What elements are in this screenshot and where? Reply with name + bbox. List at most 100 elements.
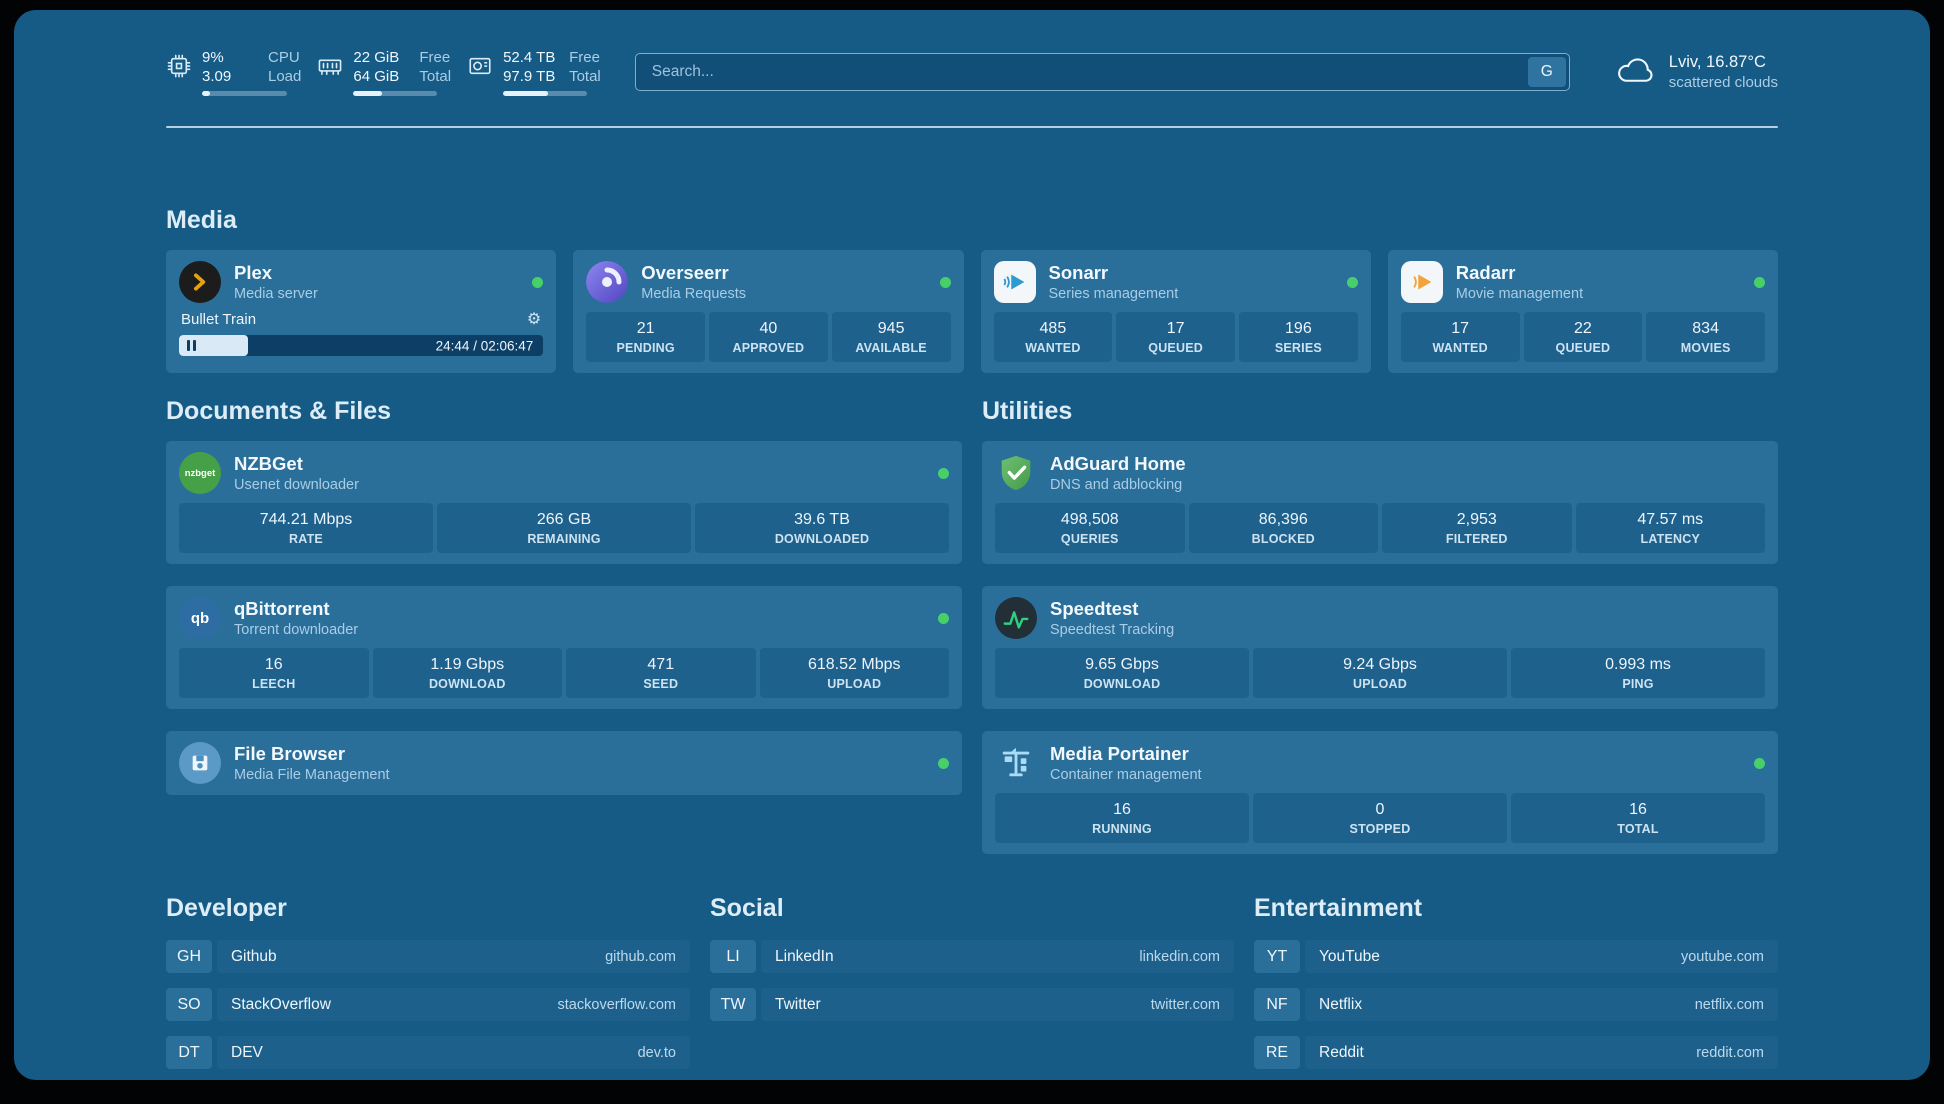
app-subtitle: Speedtest Tracking <box>1050 622 1175 638</box>
bookmark-linkedin[interactable]: LI LinkedIn linkedin.com <box>710 940 1234 973</box>
cpu-widget: 9% CPU 3.09 Load <box>166 48 301 96</box>
stat-upload: 9.24 Gbps UPLOAD <box>1253 648 1507 698</box>
bookmark-abbr: GH <box>166 940 212 973</box>
bookmark-dev[interactable]: DT DEV dev.to <box>166 1036 690 1069</box>
stat-latency: 47.57 ms LATENCY <box>1575 503 1765 553</box>
app-subtitle: Container management <box>1050 767 1202 783</box>
disk-widget: 52.4 TB Free 97.9 TB Total <box>467 48 601 96</box>
app-card-plex[interactable]: Plex Media server Bullet Train ⚙ 24:44 /… <box>166 250 557 373</box>
app-card-sonarr[interactable]: Sonarr Series management 485 WANTED 17 Q… <box>980 250 1371 373</box>
bookmark-github[interactable]: GH Github github.com <box>166 940 690 973</box>
bookmark-twitter[interactable]: TW Twitter twitter.com <box>710 988 1234 1021</box>
bookmark-domain: github.com <box>605 948 676 965</box>
nzbget-icon: nzbget <box>179 452 221 494</box>
disk-total-label: Total <box>569 68 601 85</box>
ram-progress-bar <box>353 91 438 96</box>
bookmark-abbr: DT <box>166 1036 212 1069</box>
app-subtitle: Torrent downloader <box>234 622 359 638</box>
portainer-icon <box>995 742 1037 784</box>
app-name: Overseerr <box>641 262 729 283</box>
app-card-adguard[interactable]: AdGuard Home DNS and adblocking 498,508 … <box>982 441 1778 564</box>
bookmark-youtube[interactable]: YT YouTube youtube.com <box>1254 940 1778 973</box>
stat-wanted: 17 WANTED <box>1400 312 1520 362</box>
bookmark-abbr: YT <box>1254 940 1300 973</box>
bookmark-domain: reddit.com <box>1696 1044 1764 1061</box>
cpu-usage-label: CPU <box>268 49 300 66</box>
stat-upload: 618.52 Mbps UPLOAD <box>759 648 949 698</box>
stat-download: 1.19 Gbps DOWNLOAD <box>372 648 562 698</box>
bookmark-stackoverflow[interactable]: SO StackOverflow stackoverflow.com <box>166 988 690 1021</box>
plex-icon <box>179 261 221 303</box>
bookmark-domain: dev.to <box>637 1044 676 1061</box>
status-dot <box>938 612 949 624</box>
radarr-icon <box>1400 261 1443 303</box>
section-title-media: Media <box>166 206 237 234</box>
app-card-filebrowser[interactable]: File Browser Media File Management <box>166 731 962 795</box>
stat-seed: 471 SEED <box>566 648 756 698</box>
cloud-icon <box>1617 58 1653 82</box>
hardware-stats: 9% CPU 3.09 Load <box>166 48 601 96</box>
bookmark-name: Netflix <box>1319 995 1363 1013</box>
app-subtitle: Media Requests <box>641 286 747 302</box>
app-name: AdGuard Home <box>1050 453 1186 474</box>
app-card-nzbget[interactable]: nzbget NZBGet Usenet downloader 744.21 M… <box>166 441 962 564</box>
dashboard-screen: 9% CPU 3.09 Load <box>14 10 1930 1080</box>
sonarr-icon <box>993 261 1036 303</box>
status-dot <box>938 757 949 769</box>
ram-free-value: 22 GiB <box>353 49 400 66</box>
app-name: Media Portainer <box>1050 743 1189 764</box>
ram-total-label: Total <box>419 68 452 85</box>
stat-filtered: 2,953 FILTERED <box>1382 503 1572 553</box>
bookmark-name: LinkedIn <box>775 947 834 965</box>
cpu-progress-bar <box>202 91 288 96</box>
app-name: NZBGet <box>234 453 303 474</box>
app-name: Sonarr <box>1048 262 1109 283</box>
bookmark-abbr: SO <box>166 988 212 1021</box>
search-engine-button[interactable]: G <box>1527 57 1566 87</box>
bookmark-reddit[interactable]: RE Reddit reddit.com <box>1254 1036 1778 1069</box>
app-subtitle: Movie management <box>1455 286 1584 302</box>
bookmark-domain: linkedin.com <box>1139 948 1220 965</box>
stat-downloaded: 39.6 TB DOWNLOADED <box>695 503 949 553</box>
playback-progress-fill <box>179 335 249 356</box>
weather-condition: scattered clouds <box>1668 73 1778 91</box>
bookmark-name: DEV <box>231 1043 263 1061</box>
bookmark-netflix[interactable]: NF Netflix netflix.com <box>1254 988 1778 1021</box>
section-title-social: Social <box>710 894 784 922</box>
app-card-radarr[interactable]: Radarr Movie management 17 WANTED 22 QUE… <box>1387 250 1778 373</box>
now-playing-title: Bullet Train <box>181 311 257 328</box>
app-subtitle: Media server <box>234 286 318 302</box>
app-name: qBittorrent <box>234 598 330 619</box>
app-card-speedtest[interactable]: Speedtest Speedtest Tracking 9.65 Gbps D… <box>982 586 1778 709</box>
stat-total: 16 TOTAL <box>1511 793 1765 843</box>
app-card-qbittorrent[interactable]: qb qBittorrent Torrent downloader 16 LEE… <box>166 586 962 709</box>
stat-queries: 498,508 QUERIES <box>995 503 1185 553</box>
bookmark-abbr: RE <box>1254 1036 1300 1069</box>
stat-leech: 16 LEECH <box>179 648 369 698</box>
app-card-portainer[interactable]: Media Portainer Container management 16 … <box>982 731 1778 854</box>
ram-free-label: Free <box>419 49 451 66</box>
section-title-utilities: Utilities <box>982 397 1073 425</box>
app-subtitle: DNS and adblocking <box>1050 477 1183 493</box>
pause-button[interactable] <box>187 340 196 351</box>
stat-pending: 21 PENDING <box>586 312 705 362</box>
bookmark-domain: netflix.com <box>1694 996 1764 1013</box>
search-input[interactable] <box>634 53 1570 91</box>
gear-icon[interactable]: ⚙ <box>526 310 542 328</box>
stat-movies: 834 MOVIES <box>1646 312 1765 362</box>
disk-progress-bar <box>503 91 588 96</box>
stat-stopped: 0 STOPPED <box>1253 793 1507 843</box>
bookmark-name: Github <box>231 947 277 965</box>
ram-total-value: 64 GiB <box>353 68 400 85</box>
stat-queued: 17 QUEUED <box>1116 312 1235 362</box>
app-card-overseerr[interactable]: Overseerr Media Requests 21 PENDING 40 A… <box>573 250 964 373</box>
memory-widget: 22 GiB Free 64 GiB Total <box>317 48 451 96</box>
app-name: Plex <box>234 262 273 283</box>
playback-progress-bar[interactable]: 24:44 / 02:06:47 <box>179 335 544 356</box>
cpu-load-value: 3.09 <box>202 68 232 85</box>
stat-available: 945 AVAILABLE <box>831 312 951 362</box>
weather-location: Lviv, 16.87°C <box>1668 52 1766 71</box>
disk-icon <box>469 57 491 75</box>
stat-ping: 0.993 ms PING <box>1511 648 1765 698</box>
status-dot <box>1754 757 1765 769</box>
